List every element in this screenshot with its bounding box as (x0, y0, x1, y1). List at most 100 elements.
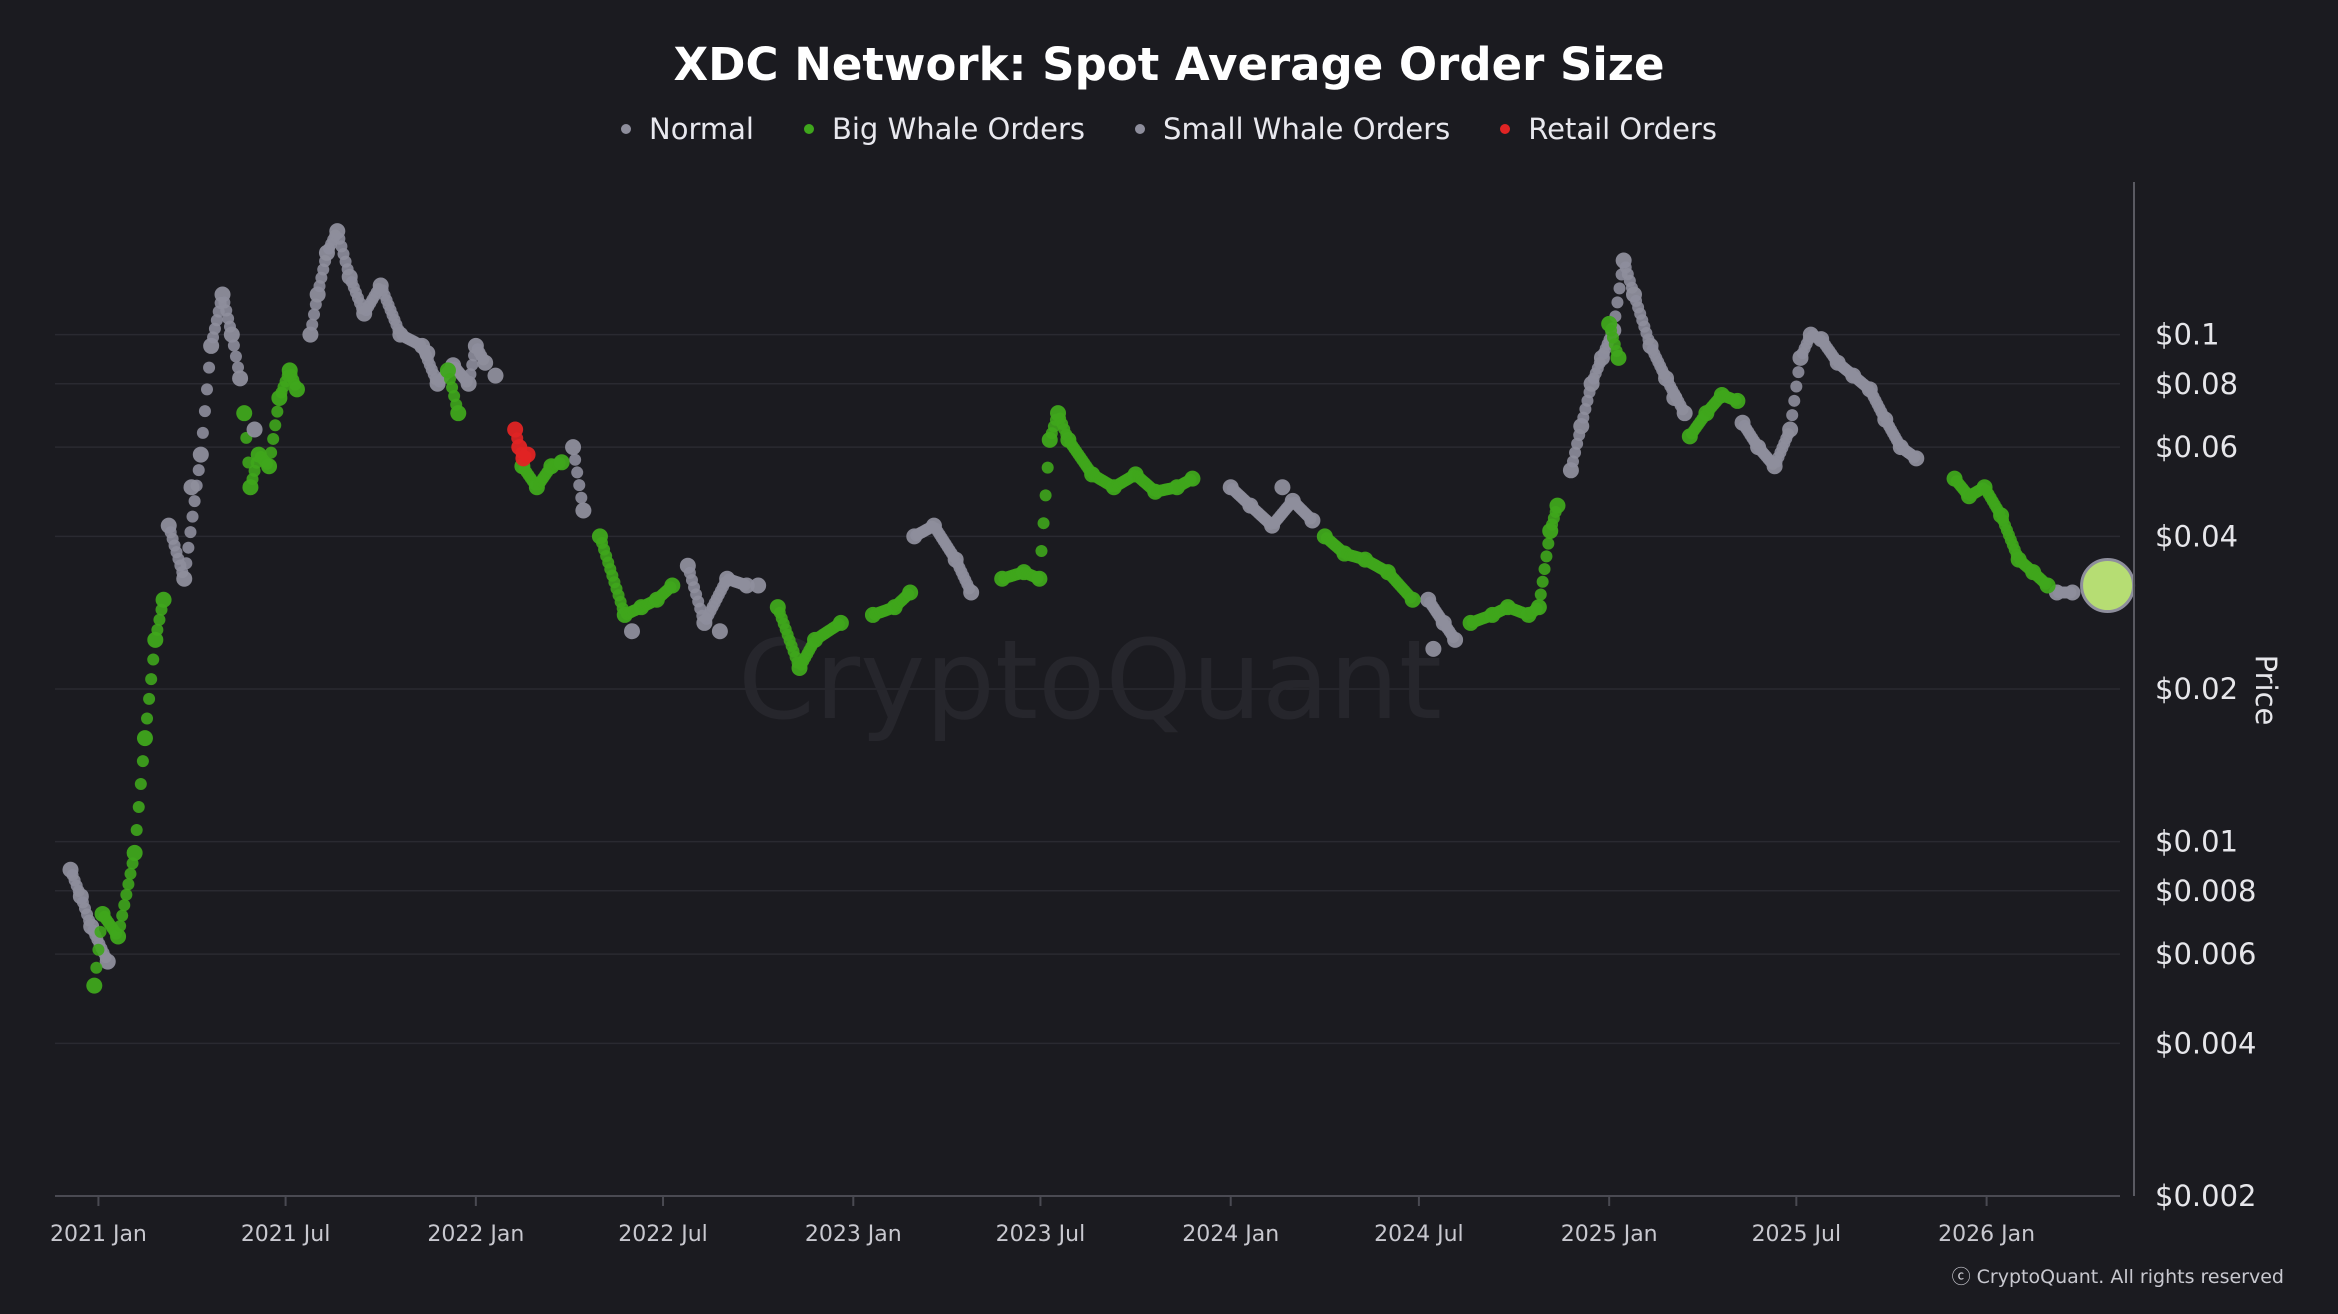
data-point (184, 526, 197, 539)
legend-item-retail[interactable]: Retail Orders (1500, 112, 1717, 146)
copyright-text: ⓒ CryptoQuant. All rights reserved (1951, 1266, 2284, 1288)
y-tick-label: $0.004 (2155, 1026, 2256, 1060)
data-point (1425, 640, 1442, 657)
data-point (1610, 349, 1627, 366)
y-axis-ticks: $0.1 $0.08 $0.06 $0.04 $0.02 $0.01 $0.008 $0.00… (2155, 318, 2256, 1213)
data-point (269, 419, 282, 432)
data-point (126, 844, 143, 861)
data-point (186, 510, 199, 523)
legend-marker-normal (621, 124, 632, 134)
data-point (143, 692, 156, 705)
watermark-text: CryptoQuant (738, 616, 1442, 744)
data-point (1611, 296, 1624, 309)
legend-label-normal: Normal (649, 112, 754, 146)
data-point (575, 502, 592, 519)
data-point (261, 458, 278, 475)
data-point (1790, 380, 1803, 393)
legend-item-small-whale[interactable]: Small Whale Orders (1135, 112, 1450, 146)
data-point (188, 495, 201, 508)
data-point (236, 405, 253, 422)
data-point (1542, 537, 1555, 550)
data-point (183, 479, 200, 496)
x-axis-ticks: 2021 Jan 2021 Jul 2022 Jan 2022 Jul 2023 Jan… (50, 1196, 2035, 1247)
latest-data-point[interactable] (2080, 558, 2136, 614)
data-point (86, 977, 103, 994)
data-point (1792, 366, 1805, 379)
data-point (487, 367, 504, 384)
data-point (147, 631, 164, 648)
data-point (196, 426, 209, 439)
data-point (229, 350, 242, 363)
data-point (232, 370, 249, 387)
data-point (94, 925, 107, 938)
data-point (130, 823, 143, 836)
data-point (308, 308, 321, 321)
data-point (1404, 591, 1421, 608)
data-point (92, 943, 105, 956)
data-point (203, 361, 216, 374)
legend-marker-big-whale (803, 124, 814, 134)
data-point (902, 584, 919, 601)
data-point (1530, 599, 1547, 616)
legend-item-normal[interactable]: Normal (621, 112, 754, 146)
data-point (1786, 409, 1799, 422)
chart-title: XDC Network: Spot Average Order Size (673, 38, 1665, 91)
data-point (201, 383, 214, 396)
data-point (198, 405, 211, 418)
data-point (1666, 389, 1683, 406)
data-point (120, 888, 133, 901)
data-point (450, 405, 467, 422)
data-point (136, 755, 149, 768)
data-point (176, 570, 193, 587)
y-tick-label: $0.06 (2155, 430, 2238, 464)
data-point (1037, 517, 1050, 530)
y-tick-label: $0.002 (2155, 1179, 2256, 1213)
y-tick-label: $0.08 (2155, 367, 2238, 401)
series-retail-orders (507, 421, 536, 467)
data-point (1274, 479, 1291, 496)
data-point (2039, 577, 2056, 594)
data-point (1447, 631, 1464, 648)
data-point (565, 439, 582, 456)
data-point (1676, 405, 1693, 422)
legend-item-big-whale[interactable]: Big Whale Orders (803, 112, 1085, 146)
x-tick-label: 2025 Jan (1561, 1222, 1658, 1247)
data-point (477, 354, 494, 371)
x-tick-label: 2022 Jul (618, 1222, 708, 1247)
legend-label-small-whale: Small Whale Orders (1163, 112, 1451, 146)
data-point (575, 491, 588, 504)
data-point (99, 953, 116, 970)
data-point (132, 801, 145, 814)
data-point (267, 432, 280, 445)
data-point (223, 326, 240, 343)
data-point (116, 909, 129, 922)
data-point (90, 961, 103, 974)
legend-marker-small-whale (1135, 124, 1146, 134)
data-point (832, 614, 849, 631)
data-point (1549, 497, 1566, 514)
data-point (711, 623, 728, 640)
data-point (306, 318, 319, 331)
data-point (124, 867, 137, 880)
data-point (134, 778, 147, 791)
x-tick-label: 2026 Jan (1938, 1222, 2035, 1247)
x-tick-label: 2023 Jan (805, 1222, 902, 1247)
x-tick-label: 2023 Jul (996, 1222, 1086, 1247)
y-tick-label: $0.006 (2155, 937, 2256, 971)
data-point (553, 454, 570, 471)
data-point (155, 591, 172, 608)
data-point (192, 464, 205, 477)
data-point (288, 381, 305, 398)
scatter-series (62, 223, 2136, 994)
data-point (145, 673, 158, 686)
y-tick-label: $0.02 (2155, 672, 2238, 706)
data-point (265, 446, 278, 459)
data-point (1304, 512, 1321, 529)
data-point (1782, 421, 1799, 438)
y-tick-label: $0.008 (2155, 874, 2256, 908)
data-point (419, 344, 436, 361)
data-point (2064, 584, 2081, 601)
x-tick-label: 2024 Jul (1374, 1222, 1464, 1247)
data-point (192, 446, 209, 463)
